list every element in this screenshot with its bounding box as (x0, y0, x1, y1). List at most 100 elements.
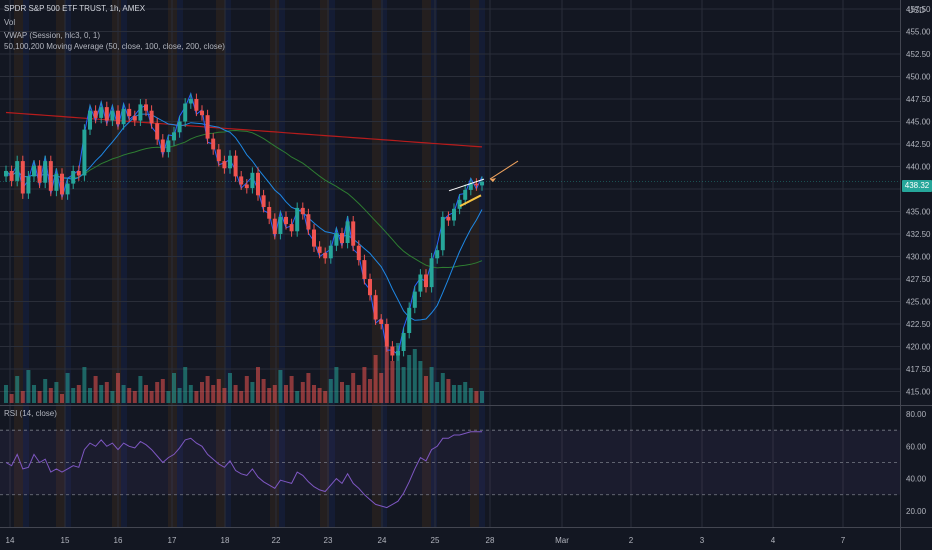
volume-bar (396, 343, 400, 403)
candle-body (256, 172, 260, 196)
volume-bar (32, 385, 36, 403)
volume-bar (222, 388, 227, 403)
time-tick-label: 14 (6, 536, 15, 545)
volume-bar (373, 355, 378, 403)
volume-bar (166, 391, 171, 403)
candle-body (379, 319, 384, 324)
volume-bar (424, 376, 428, 403)
time-tick-label: 15 (61, 536, 70, 545)
volume-bar (127, 388, 132, 403)
volume-bar (312, 385, 316, 403)
candle-body (317, 246, 322, 253)
candle-body (121, 108, 126, 125)
candle-body (20, 161, 25, 194)
volume-bar (356, 385, 361, 403)
volume-bar (104, 382, 109, 403)
volume-bar (177, 388, 182, 403)
rsi-tick-label: 80.00 (906, 410, 927, 419)
volume-bar (412, 349, 417, 403)
session-stripe (372, 0, 381, 527)
candle-body (295, 207, 300, 232)
volume-bar (334, 367, 339, 403)
volume-bar (261, 379, 266, 403)
candle-body (82, 129, 87, 176)
volume-bar (54, 382, 59, 403)
candle-body (183, 103, 188, 122)
volume-bar (295, 391, 300, 403)
candle-body (463, 189, 468, 200)
time-tick-label: 16 (114, 536, 123, 545)
price-tick-label: 415.00 (906, 388, 931, 397)
session-stripe (216, 0, 225, 527)
candle-body (334, 233, 339, 246)
ma200-line (5, 111, 483, 148)
volume-legend[interactable]: Vol (4, 18, 16, 27)
price-tick-label: 432.50 (906, 230, 931, 239)
candle-body (60, 173, 64, 195)
candle-body (412, 291, 417, 308)
candle-body (116, 110, 120, 125)
rsi-legend[interactable]: RSI (14, close) (4, 409, 57, 418)
volume-bar (43, 379, 48, 403)
session-stripe (177, 0, 183, 527)
price-tick-label: 442.50 (906, 140, 931, 149)
candle-body (429, 258, 434, 288)
candle-body (323, 252, 328, 259)
moving-average-legend[interactable]: 50,100,200 Moving Average (50, close, 10… (4, 42, 225, 51)
candle-body (216, 149, 221, 162)
volume-bar (306, 373, 311, 403)
candle-body (446, 216, 451, 221)
candle-body (300, 207, 305, 215)
candle-body (9, 171, 14, 181)
candle-body (132, 116, 137, 121)
candle-body (474, 183, 479, 186)
volume-bar (4, 385, 8, 403)
session-stripe (23, 0, 29, 527)
candle-body (88, 110, 92, 130)
volume-bar (60, 394, 64, 403)
candle-body (138, 104, 143, 121)
candle-body (362, 260, 367, 279)
volume-bar (452, 385, 456, 403)
symbol-title[interactable]: SPDR S&P 500 ETF TRUST, 1h, AMEX (4, 4, 146, 13)
volume-bar (463, 382, 468, 403)
volume-bar (323, 391, 328, 403)
rsi-tick-label: 60.00 (906, 442, 927, 451)
session-stripe (65, 0, 71, 527)
time-tick-label: 4 (771, 536, 776, 545)
volume-bar (155, 382, 160, 403)
volume-bar (76, 385, 81, 403)
candle-body (166, 140, 171, 153)
price-tick-label: 430.00 (906, 253, 931, 262)
candle-body (127, 108, 132, 117)
candle-body (65, 183, 70, 195)
time-tick-label: 28 (486, 536, 495, 545)
rsi-tick-label: 20.00 (906, 507, 927, 516)
time-tick-label: 22 (272, 536, 281, 545)
volume-bar (289, 376, 294, 403)
volume-bar (328, 379, 333, 403)
candle-body (261, 195, 266, 207)
volume-bar (345, 385, 350, 403)
candle-body (155, 123, 160, 140)
volume-bar (144, 385, 148, 403)
candle-body (384, 324, 389, 347)
volume-bar (351, 373, 356, 403)
volume-bar (82, 367, 87, 403)
candle-body (43, 161, 48, 183)
candle-body (26, 176, 31, 194)
candle-body (284, 216, 288, 225)
vwap-legend[interactable]: VWAP (Session, hlc3, 0, 1) (4, 31, 101, 40)
candle-body (4, 171, 8, 177)
candle-body (250, 172, 255, 189)
candle-body (37, 165, 42, 183)
time-tick-label: 7 (841, 536, 846, 545)
candle-body (76, 171, 81, 176)
price-tick-label: 455.00 (906, 28, 931, 37)
volume-bar (267, 388, 272, 403)
annotation-arrowhead (490, 178, 496, 183)
volume-bar (480, 391, 484, 403)
time-tick-label: 3 (700, 536, 705, 545)
rsi-line (5, 431, 482, 509)
